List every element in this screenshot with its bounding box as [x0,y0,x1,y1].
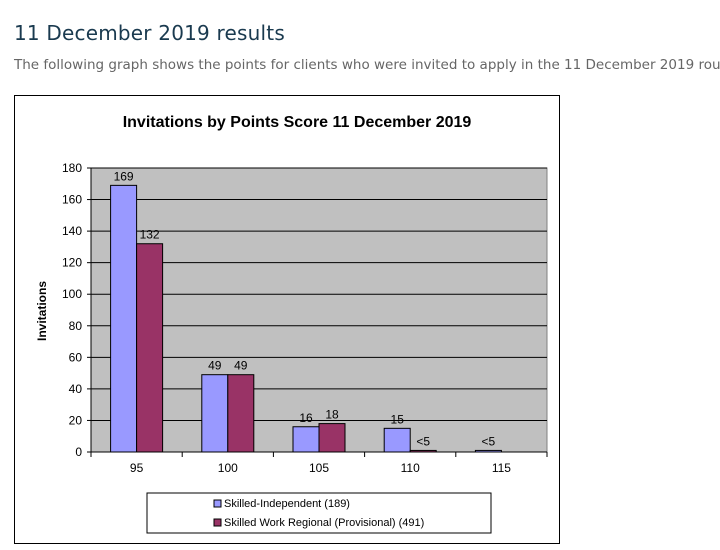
bar-skilled-independent [201,374,229,453]
bar-skilled-work-regional [136,243,164,453]
data-label: <5 [416,434,430,448]
legend-swatch [213,499,222,508]
bar-skilled-work-regional [318,423,346,453]
legend-box [146,492,492,534]
plot-area: 0 20 40 60 80 100 120 140 160 180 95 169 132 100 49 49 1… [62,161,548,475]
bar-skilled-independent [383,427,411,453]
bar-skilled-independent [474,449,502,453]
bar-skilled-work-regional [409,449,437,453]
chart-frame: Invitations by Points Score 11 December … [14,95,560,544]
x-tick-label: 100 [218,461,238,475]
bar-chart: Invitations by Points Score 11 December … [35,114,548,534]
chart-title: Invitations by Points Score 11 December … [123,114,472,131]
legend-entry: Skilled-Independent (189) [224,498,350,510]
x-tick-label: 95 [130,461,144,475]
y-tick-label: 120 [62,256,82,270]
y-tick-label: 160 [62,193,82,207]
y-tick-label: 80 [69,319,83,333]
y-tick-label: 0 [75,445,82,459]
x-tick-label: 115 [492,461,511,475]
y-tick-label: 40 [69,382,83,396]
data-label: 16 [299,411,313,425]
bar-skilled-independent [292,426,320,453]
data-label: <5 [482,434,496,448]
plot-background [90,167,548,453]
data-label: 49 [208,359,222,373]
y-tick-label: 140 [62,224,82,238]
data-label: 15 [391,412,405,426]
x-tick-label: 110 [401,461,420,475]
data-label: 18 [325,408,339,422]
y-tick-label: 60 [69,350,83,364]
x-tick-label: 105 [309,461,329,475]
y-axis-label: Invitations [35,281,49,341]
data-label: 169 [114,169,134,183]
page-intro: The following graph shows the points for… [14,57,720,73]
bar-skilled-independent [110,184,138,453]
bar-skilled-work-regional [227,374,255,453]
page-heading: 11 December 2019 results [14,21,285,46]
legend: Skilled-Independent (189) Skilled Work Re… [146,492,492,534]
y-tick-label: 180 [62,161,82,175]
data-label: 49 [234,359,248,373]
legend-swatch [213,518,222,527]
y-tick-label: 20 [69,413,83,427]
data-label: 132 [140,228,160,242]
legend-entry: Skilled Work Regional (Provisional) (491… [224,517,424,529]
y-tick-label: 100 [62,287,82,301]
